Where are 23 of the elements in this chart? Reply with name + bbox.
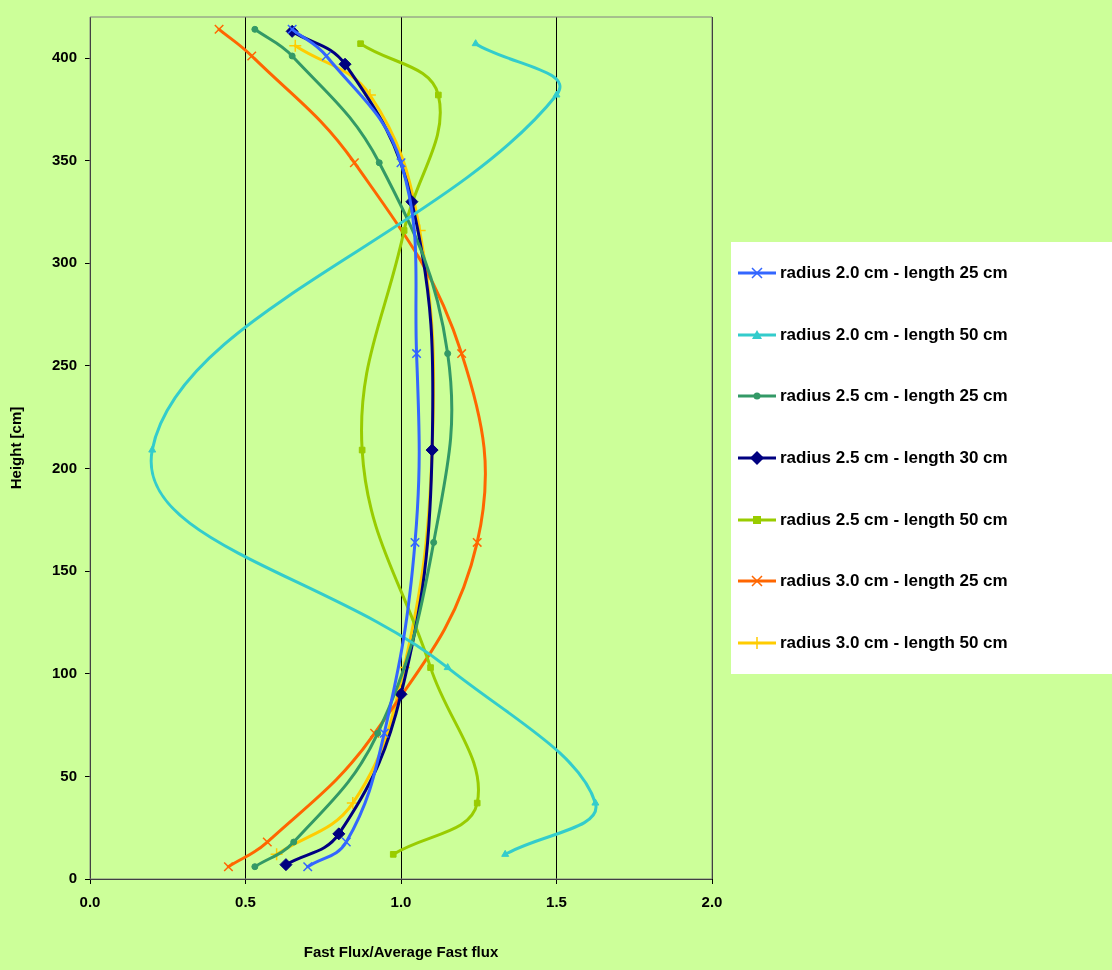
legend-label: radius 2.5 cm - length 30 cm [780,447,1008,468]
x-tick-label: 1.5 [546,893,567,911]
legend-label: radius 2.0 cm - length 50 cm [780,324,1008,345]
y-tick-label: 350 [52,150,78,168]
y-tick-label: 50 [60,766,78,784]
legend-label: radius 3.0 cm - length 50 cm [780,633,1008,654]
legend-label: radius 2.5 cm - length 50 cm [780,509,1008,530]
y-tick-label: 250 [52,356,78,374]
y-tick-label: 200 [52,458,78,476]
x-tick-label: 0.0 [79,893,101,911]
x-tick-label: 1.0 [390,893,412,911]
legend-label: radius 3.0 cm - length 25 cm [780,571,1008,592]
x-tick-label: 2.0 [701,893,723,911]
y-tick-label: 400 [52,48,78,66]
y-tick-label: 100 [52,663,78,681]
x-tick-label: 0.5 [235,893,256,911]
legend-label: radius 2.0 cm - length 25 cm [780,262,1008,283]
x-axis-title: Fast Flux/Average Fast flux [303,943,499,961]
legend-label: radius 2.5 cm - length 25 cm [780,386,1008,407]
y-tick-label: 150 [52,561,78,579]
y-tick-label: 0 [68,869,78,887]
y-axis-title: Height [cm] [7,406,25,490]
y-tick-label: 300 [52,253,78,271]
